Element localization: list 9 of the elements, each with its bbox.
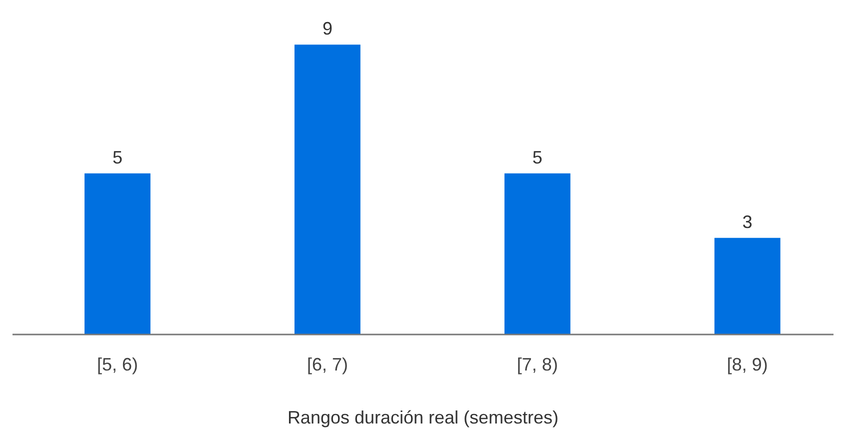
x-tick-label: [5, 6) bbox=[96, 354, 138, 374]
data-label: 5 bbox=[112, 147, 122, 168]
x-tick-label: [7, 8) bbox=[516, 354, 558, 374]
x-tick-label: [6, 7) bbox=[306, 354, 348, 374]
data-label: 9 bbox=[322, 18, 332, 39]
x-tick-label: [8, 9) bbox=[726, 354, 768, 374]
x-axis-title: Rangos duración real (semestres) bbox=[287, 408, 559, 428]
data-label: 3 bbox=[742, 212, 752, 232]
data-label: 5 bbox=[532, 147, 542, 168]
